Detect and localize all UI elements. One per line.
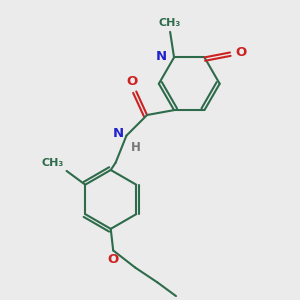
Text: O: O — [235, 46, 246, 59]
Text: CH₃: CH₃ — [42, 158, 64, 168]
Text: CH₃: CH₃ — [159, 18, 181, 28]
Text: O: O — [108, 254, 119, 266]
Text: O: O — [127, 74, 138, 88]
Text: H: H — [131, 140, 141, 154]
Text: N: N — [113, 127, 124, 140]
Text: N: N — [156, 50, 167, 63]
